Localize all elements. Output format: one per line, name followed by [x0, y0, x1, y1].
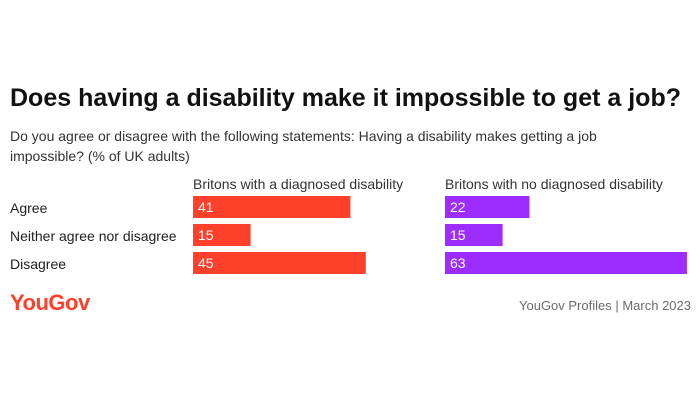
source-note: YouGov Profiles | March 2023 [519, 298, 691, 313]
yougov-logo: YouGov [10, 290, 90, 315]
bar-diagnosed-disagree [193, 252, 366, 274]
series-header-no-diagnosed: Britons with no diagnosed disability [445, 176, 663, 192]
category-label-disagree: Disagree [10, 256, 67, 272]
category-label-agree: Agree [10, 200, 48, 216]
chart-title: Does having a disability make it impossi… [10, 84, 681, 112]
category-label-neither: Neither agree nor disagree [10, 228, 177, 244]
data-label-no-diagnosed-neither-agree-nor-disagree: 15 [450, 227, 466, 243]
bar-no-diagnosed-disagree [445, 252, 687, 274]
data-label-diagnosed-disagree: 45 [198, 255, 214, 271]
data-label-no-diagnosed-agree: 22 [450, 199, 466, 215]
bar-no-diagnosed-neither-agree-nor-disagree [445, 224, 503, 246]
data-label-diagnosed-neither-agree-nor-disagree: 15 [198, 227, 214, 243]
data-label-no-diagnosed-disagree: 63 [450, 255, 466, 271]
bar-diagnosed-neither-agree-nor-disagree [193, 224, 251, 246]
series-header-diagnosed: Britons with a diagnosed disability [193, 176, 404, 192]
data-label-diagnosed-agree: 41 [198, 199, 214, 215]
bar-diagnosed-agree [193, 196, 351, 218]
chart-subtitle: Do you agree or disagree with the follow… [10, 128, 597, 164]
bar-no-diagnosed-agree [445, 196, 530, 218]
